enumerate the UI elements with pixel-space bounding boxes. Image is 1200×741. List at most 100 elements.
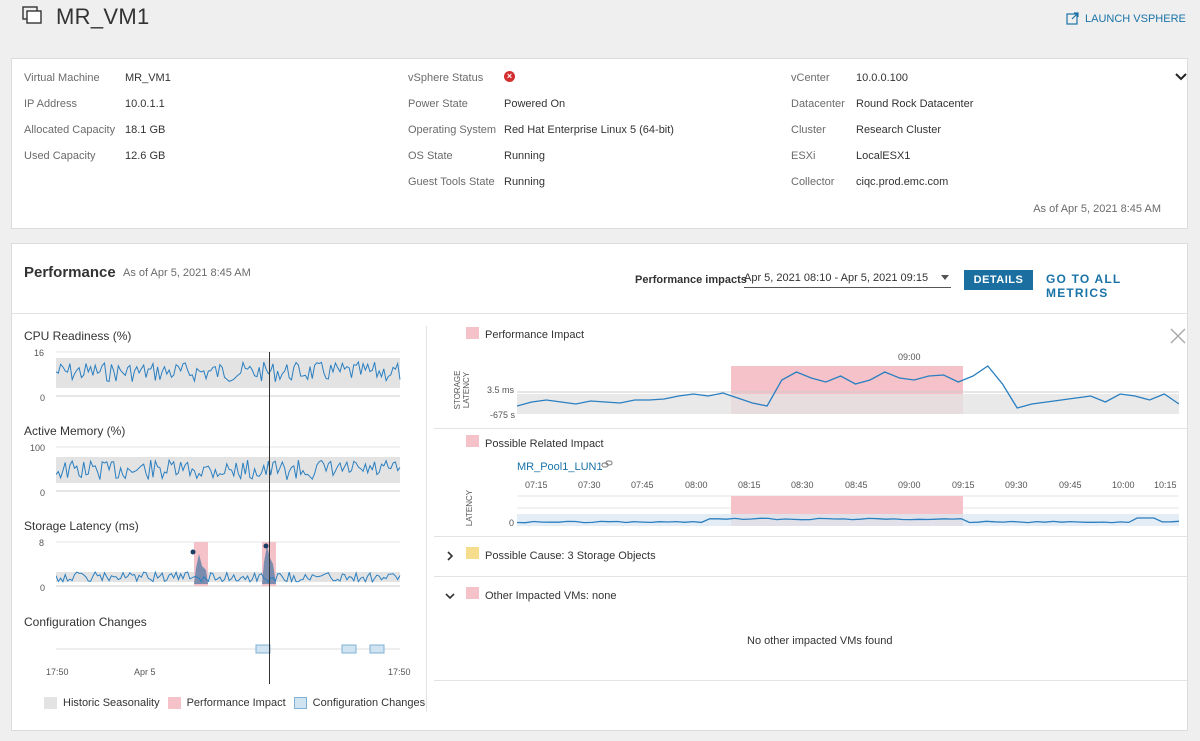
- impact-swatch: [466, 327, 479, 339]
- divider: [434, 428, 1187, 429]
- y-tick: -675 s: [490, 410, 516, 420]
- x-tick: 09:00: [898, 480, 921, 490]
- vm-copy-icon: [22, 6, 44, 26]
- config-chart: [56, 644, 400, 654]
- performance-impacts-label: Performance impacts: [635, 274, 747, 286]
- info-value: Round Rock Datacenter: [856, 98, 974, 110]
- info-value: 10.0.0.100: [856, 72, 908, 84]
- config-change-marker: [255, 644, 271, 654]
- chart-legend: Historic Seasonality Performance Impact …: [44, 697, 425, 709]
- x-tick: 07:15: [525, 480, 548, 490]
- launch-vsphere-link[interactable]: LAUNCH VSPHERE: [1066, 12, 1186, 25]
- esxi-link[interactable]: LocalESX1: [856, 150, 911, 162]
- performance-card: Performance As of Apr 5, 2021 8:45 AM Pe…: [11, 243, 1188, 731]
- possible-cause-row[interactable]: Possible Cause: 3 Storage Objects: [485, 550, 656, 562]
- y-tick: 0: [509, 518, 515, 528]
- divider: [12, 313, 1187, 314]
- empty-message: No other impacted VMs found: [747, 635, 893, 647]
- info-value: MR_VM1: [125, 72, 171, 84]
- y-tick: 8: [39, 538, 45, 548]
- divider: [434, 680, 1187, 681]
- latency-chart: [56, 541, 401, 587]
- info-value: Running: [504, 150, 545, 162]
- performance-impacts-value: Apr 5, 2021 08:10 - Apr 5, 2021 09:15: [744, 272, 929, 284]
- info-label: vSphere Status: [408, 72, 484, 84]
- config-change-marker: [341, 644, 357, 654]
- chain-link-icon[interactable]: [601, 460, 613, 470]
- info-value: Research Cluster: [856, 124, 941, 136]
- x-tick: 09:45: [1059, 480, 1082, 490]
- info-label: OS State: [408, 150, 453, 162]
- cause-swatch: [466, 547, 479, 559]
- chevron-right-icon[interactable]: [444, 550, 456, 562]
- legend-label: Historic Seasonality: [63, 697, 160, 709]
- x-tick: 10:15: [1154, 480, 1177, 490]
- info-label: Guest Tools State: [408, 176, 495, 188]
- x-tick: 09:15: [952, 480, 975, 490]
- seasonality-band: [56, 358, 400, 388]
- info-label: Used Capacity: [24, 150, 96, 162]
- info-value: Running: [504, 176, 545, 188]
- y-tick: 0: [40, 488, 46, 498]
- performance-impacts-select[interactable]: Apr 5, 2021 08:10 - Apr 5, 2021 09:15: [744, 272, 951, 288]
- caret-down-icon: [941, 275, 949, 280]
- info-value: 12.6 GB: [125, 150, 166, 162]
- info-value: Red Hat Enterprise Linux 5 (64-bit): [504, 124, 674, 136]
- legend-item[interactable]: Configuration Changes: [293, 697, 425, 709]
- vm-info-card: Virtual Machine MR_VM1 IP Address 10.0.1…: [11, 58, 1188, 229]
- x-tick: 08:45: [845, 480, 868, 490]
- details-button[interactable]: DETAILS: [964, 270, 1033, 290]
- seasonality-band: [517, 514, 1179, 526]
- info-label: Cluster: [791, 124, 826, 136]
- close-icon[interactable]: [1169, 327, 1187, 345]
- y-tick: 0: [40, 393, 46, 403]
- legend-swatch: [44, 697, 57, 709]
- legend-swatch: [293, 697, 307, 709]
- legend-item[interactable]: Historic Seasonality: [44, 697, 160, 709]
- possible-related-impact-label: Possible Related Impact: [485, 438, 604, 450]
- latency-spike-area: [194, 554, 208, 584]
- external-link-icon: [1066, 12, 1079, 25]
- go-to-all-metrics-link[interactable]: GO TO ALL METRICS: [1046, 272, 1122, 300]
- latency-series-line: [56, 570, 401, 584]
- latency-axis-label: LATENCY: [465, 489, 474, 527]
- performance-title: Performance: [24, 264, 116, 281]
- x-tick: 09:30: [1005, 480, 1028, 490]
- chevron-down-icon[interactable]: [444, 590, 456, 602]
- launch-vsphere-label: LAUNCH VSPHERE: [1085, 12, 1186, 25]
- info-label: IP Address: [24, 98, 77, 110]
- legend-label: Performance Impact: [186, 697, 286, 709]
- time-cursor[interactable]: [269, 352, 270, 684]
- collector-link[interactable]: ciqc.prod.emc.com: [856, 176, 949, 188]
- data-point: [263, 543, 269, 549]
- collapse-chevron-icon[interactable]: [1174, 69, 1188, 83]
- legend-swatch: [167, 697, 181, 709]
- info-value: Powered On: [504, 98, 566, 110]
- config-change-marker: [369, 644, 385, 654]
- latency-chart-title: Storage Latency (ms): [24, 519, 139, 533]
- info-value: 18.1 GB: [125, 124, 166, 136]
- info-label: Datacenter: [791, 98, 845, 110]
- x-tick: 09:00: [898, 352, 921, 362]
- x-tick: 17:50: [46, 667, 69, 677]
- other-impacted-vms-row[interactable]: Other Impacted VMs: none: [485, 590, 617, 602]
- info-label: Allocated Capacity: [24, 124, 116, 136]
- info-label: Operating System: [408, 124, 497, 136]
- x-tick: 07:30: [578, 480, 601, 490]
- latency-lun-chart: [517, 495, 1179, 526]
- seasonality-band: [517, 394, 1179, 414]
- status-error-icon: ×: [504, 71, 515, 82]
- lun-link[interactable]: MR_Pool1_LUN1: [517, 461, 603, 473]
- divider: [434, 536, 1187, 537]
- y-tick: 3.5 ms: [487, 385, 515, 395]
- performance-as-of: As of Apr 5, 2021 8:45 AM: [123, 267, 251, 279]
- lun-latency-series-line: [517, 517, 1179, 524]
- memory-chart: [56, 446, 401, 492]
- page-title: MR_VM1: [56, 4, 150, 29]
- info-label: Power State: [408, 98, 468, 110]
- y-tick: 100: [30, 443, 46, 453]
- info-as-of: As of Apr 5, 2021 8:45 AM: [1033, 203, 1161, 215]
- x-tick: 10:00: [1112, 480, 1135, 490]
- info-label: Virtual Machine: [24, 72, 100, 84]
- legend-item[interactable]: Performance Impact: [167, 697, 286, 709]
